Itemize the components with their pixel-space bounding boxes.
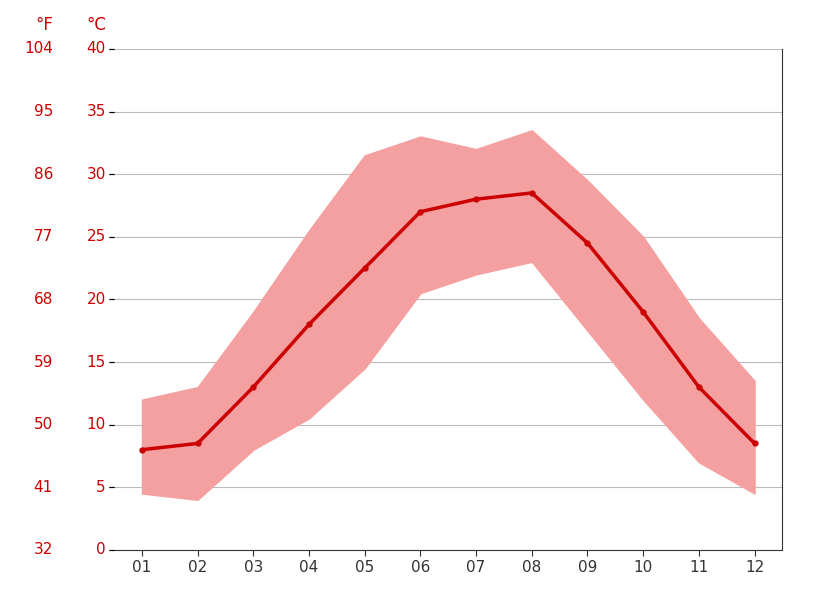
- Text: 95: 95: [33, 104, 53, 119]
- Text: 35: 35: [86, 104, 106, 119]
- Text: 0: 0: [96, 543, 106, 557]
- Text: °F: °F: [35, 16, 53, 34]
- Text: 20: 20: [86, 292, 106, 307]
- Text: 10: 10: [86, 417, 106, 432]
- Text: 59: 59: [33, 354, 53, 370]
- Text: 32: 32: [33, 543, 53, 557]
- Text: 77: 77: [33, 229, 53, 244]
- Text: 104: 104: [24, 42, 53, 56]
- Text: 50: 50: [33, 417, 53, 432]
- Text: 15: 15: [86, 354, 106, 370]
- Text: 41: 41: [33, 480, 53, 495]
- Text: 40: 40: [86, 42, 106, 56]
- Text: 5: 5: [96, 480, 106, 495]
- Text: 30: 30: [86, 167, 106, 181]
- Text: 25: 25: [86, 229, 106, 244]
- Text: °C: °C: [86, 16, 106, 34]
- Text: 68: 68: [33, 292, 53, 307]
- Text: 86: 86: [33, 167, 53, 181]
